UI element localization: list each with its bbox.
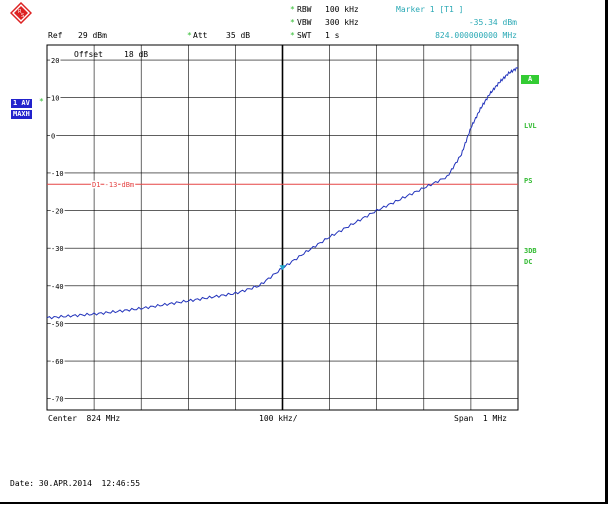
trace-mode-badge: 1 AV [11,99,32,108]
swt-label: SWT [297,31,312,40]
frequency-per-division: 100 kHz/ [259,414,298,423]
span: Span 1 MHz [454,414,507,423]
vbw-value: 300 kHz [325,18,359,27]
svg-text:S: S [21,13,24,19]
swt-star: * [290,31,295,40]
y-tick-label: -70 [51,396,64,404]
y-tick-label: -30 [51,245,64,253]
offset-label: Offset [74,50,103,59]
lvl-label: LVL [524,122,537,130]
rbw-star: * [290,5,295,14]
trace-star: * [39,97,44,106]
rs-logo-icon: R S [10,2,32,24]
center-frequency: Center 824 MHz [48,414,121,423]
offset-value: 18 dB [124,50,149,59]
y-tick-label: -50 [51,320,64,328]
y-tick-label: -10 [51,170,64,178]
swt-value: 1 s [325,31,340,40]
limit-line-label: D1 -13 dBm [92,181,134,189]
vbw-label: VBW [297,18,312,27]
marker-frequency: 824.000000000 MHz [435,31,517,40]
marker-title: Marker 1 [T1 ] [396,5,464,14]
trace-line [46,67,519,320]
y-tick-label: 0 [51,132,55,140]
y-tick-label: 10 [51,95,59,103]
ps-label: PS [524,177,533,185]
rbw-label: RBW [297,5,312,14]
marker-1-icon [279,265,286,271]
rbw-value: 100 kHz [325,5,359,14]
y-tick-label: -40 [51,283,64,291]
y-tick-label: 20 [51,57,59,65]
dc-label: DC [524,258,533,266]
ref-value: 29 dBm [78,31,107,40]
date-stamp: Date: 30.APR.2014 12:46:55 [10,479,141,488]
att-label: Att [193,31,208,40]
detector-badge: MAXH [11,110,32,119]
trace-a-badge: A [521,75,540,84]
svg-text:R: R [18,9,22,15]
att-star: * [187,31,192,40]
ref-label: Ref [48,31,63,40]
y-tick-label: -20 [51,208,64,216]
vbw-star: * [290,18,295,27]
marker-level: -35.34 dBm [468,18,517,27]
3db-label: 3DB [524,247,537,255]
att-value: 35 dB [226,31,251,40]
y-tick-label: -60 [51,358,64,366]
